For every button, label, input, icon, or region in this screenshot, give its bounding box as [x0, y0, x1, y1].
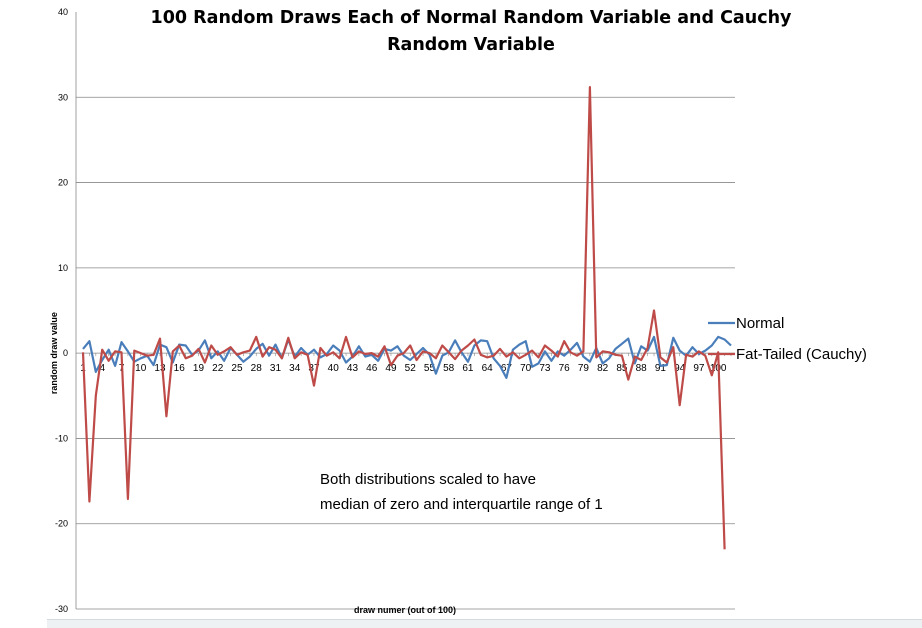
legend-label: Normal	[736, 315, 784, 332]
legend-label: Fat-Tailed (Cauchy)	[736, 346, 867, 363]
x-tick-label: 43	[347, 363, 359, 374]
x-tick-label: 46	[366, 363, 378, 374]
x-tick-label: 37	[308, 363, 320, 374]
x-tick-label: 94	[674, 363, 686, 374]
series-cauchy-line	[81, 85, 726, 550]
y-axis-ticks: -30 -20 -10 0 10 20 30 40	[55, 7, 68, 614]
x-tick-label: 28	[251, 363, 263, 374]
x-tick-label: 88	[636, 363, 648, 374]
x-tick-label: 82	[597, 363, 609, 374]
x-tick-label: 85	[616, 363, 628, 374]
x-tick-label: 91	[655, 363, 667, 374]
x-tick-label: 10	[135, 363, 147, 374]
x-tick-label: 76	[559, 363, 571, 374]
x-tick-label: 4	[99, 363, 105, 374]
x-tick-label: 49	[385, 363, 397, 374]
y-tick-label: 40	[58, 7, 68, 17]
series-lines	[81, 85, 732, 550]
x-axis-label: draw numer (out of 100)	[354, 605, 456, 615]
y-axis-label: random draw value	[49, 312, 59, 394]
x-tick-label: 58	[443, 363, 455, 374]
x-tick-label: 25	[231, 363, 243, 374]
x-tick-label: 67	[501, 363, 513, 374]
x-tick-label: 13	[154, 363, 166, 374]
gridlines	[75, 12, 735, 610]
chart-title: 100 Random Draws Each of Normal Random V…	[151, 8, 793, 55]
x-tick-label: 19	[193, 363, 205, 374]
x-tick-label: 64	[482, 363, 494, 374]
x-tick-label: 40	[328, 363, 340, 374]
x-tick-label: 31	[270, 363, 282, 374]
y-tick-label: -10	[55, 433, 68, 443]
x-tick-label: 97	[693, 363, 705, 374]
y-tick-label: 0	[63, 348, 68, 358]
annotation-line: median of zero and interquartile range o…	[320, 496, 603, 513]
series-normal-line	[82, 335, 732, 379]
x-tick-label: 79	[578, 363, 590, 374]
chart-title-line: Random Variable	[387, 35, 555, 55]
x-tick-label: 70	[520, 363, 532, 374]
legend: Normal Fat-Tailed (Cauchy)	[708, 315, 867, 363]
x-tick-label: 55	[424, 363, 436, 374]
y-tick-label: 30	[58, 92, 68, 102]
y-tick-label: -20	[55, 519, 68, 529]
x-tick-label: 22	[212, 363, 224, 374]
annotation: Both distributions scaled to have median …	[320, 471, 603, 513]
bottom-scroll-strip	[47, 619, 922, 628]
chart-title-line: 100 Random Draws Each of Normal Random V…	[151, 8, 793, 28]
annotation-line: Both distributions scaled to have	[320, 471, 536, 488]
y-tick-label: 20	[58, 178, 68, 188]
y-tick-label: 10	[58, 263, 68, 273]
y-tick-label: -30	[55, 604, 68, 614]
x-tick-label: 73	[539, 363, 551, 374]
x-tick-label: 34	[289, 363, 301, 374]
x-tick-label: 16	[174, 363, 186, 374]
x-tick-label: 52	[405, 363, 417, 374]
x-tick-label: 61	[462, 363, 474, 374]
